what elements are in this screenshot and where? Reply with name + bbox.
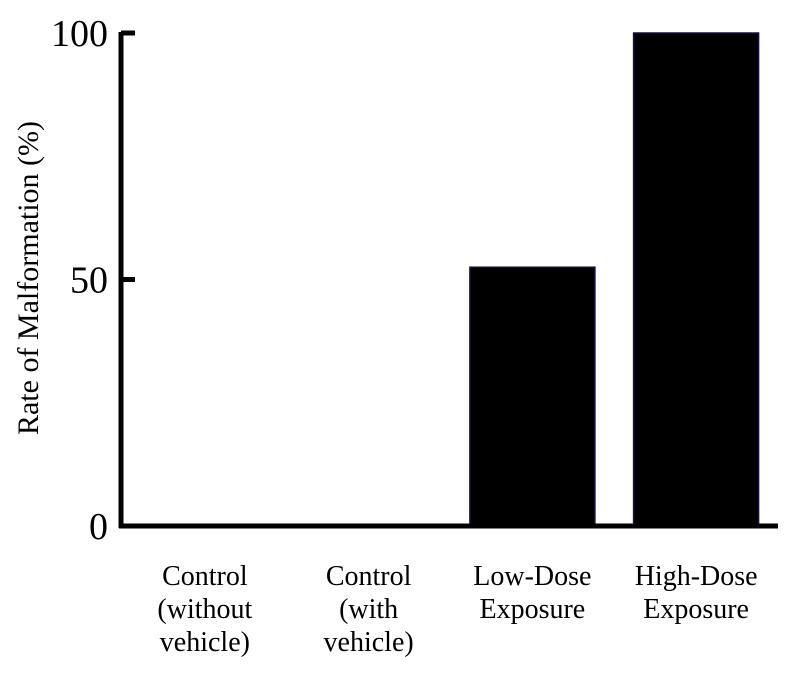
bars-group: [469, 32, 760, 527]
x-tick-label-line: Control: [162, 561, 248, 592]
x-tick-label-line: Exposure: [643, 594, 749, 625]
x-tick-label-line: (without: [157, 594, 252, 625]
x-tick-label-line: High-Dose: [635, 561, 758, 592]
x-tick-label-line: vehicle): [324, 627, 414, 658]
x-tick-label-line: Low-Dose: [473, 561, 591, 592]
x-tick-label-0: Control (without vehicle): [157, 561, 252, 658]
x-tick-label-line: Exposure: [479, 594, 585, 625]
x-tick-label-3: High-Dose Exposure: [635, 561, 758, 625]
bar-2: [469, 266, 596, 527]
x-tick-label-2: Low-Dose Exposure: [473, 561, 591, 625]
x-tick-label-line: (with: [339, 594, 398, 625]
y-axis-label: Rate of Malformation (%): [12, 121, 45, 435]
x-tick-label-line: vehicle): [160, 627, 250, 658]
x-tick-label-1: Control (with vehicle): [324, 561, 414, 658]
bar-3: [632, 32, 760, 527]
x-labels-group: Control (without vehicle)Control (with vehic…: [157, 561, 757, 658]
y-tick-label-1: 50: [70, 260, 108, 302]
x-tick-label-line: Control: [326, 561, 412, 592]
y-ticks-group: 0 50 100: [51, 13, 135, 548]
y-tick-label-2: 100: [51, 13, 108, 55]
y-tick-label-0: 0: [89, 506, 108, 548]
